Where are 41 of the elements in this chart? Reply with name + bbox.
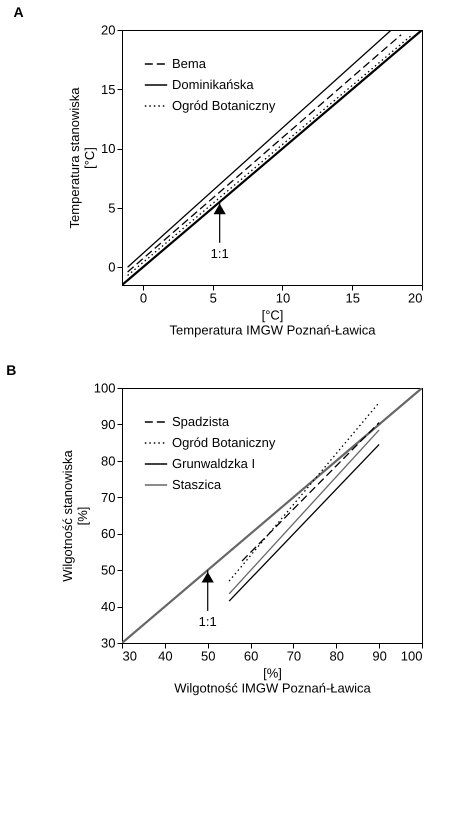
x-tick-label: 70 [286,648,302,664]
x-tick-label: 10 [276,290,290,306]
x-tick-label: 15 [346,290,360,306]
x-tick-label: 5 [210,290,217,306]
y-axis-title: Wilgotność stanowiska [%] [60,449,90,582]
y-tick-label: 90 [101,416,116,432]
y-tick-label: 5 [108,200,116,216]
y-tick-label: 20 [101,22,116,38]
legend-label: Grunwaldzka I [172,456,256,471]
x-axis-title: [%] Wilgotność IMGW Poznań-Ławica [174,666,372,696]
legend-label: Ogród Botaniczny [172,435,276,450]
x-tick-label: 40 [158,648,173,664]
x-tick-label: 30 [122,648,137,664]
y-tick-label: 60 [101,526,116,542]
y-tick-label: 50 [101,562,116,578]
y-tick-label: 100 [94,380,116,396]
y-axis-title: Temperatura stanowiska [°C] [67,86,98,228]
annotation: 1:1 [210,246,229,261]
x-tick-label: 60 [244,648,258,664]
x-tick-label: 100 [400,648,422,664]
annotation: 1:1 [198,614,217,630]
legend-label: Staszica [172,477,222,492]
y-tick-label: 40 [101,599,116,614]
y-tick-label: 15 [101,82,116,97]
legend-label: Spadzista [172,414,230,429]
legend-label: Dominikańska [172,77,254,92]
x-tick-label: 20 [408,290,422,306]
legend-label: Bema [172,56,207,71]
y-tick-label: 0 [108,260,116,275]
chart-title: A [14,4,24,20]
y-tick-label: 70 [101,490,116,505]
chart-title: B [6,362,16,378]
x-axis-title: [°C] Temperatura IMGW Poznań-Ławica [170,308,376,338]
y-tick-label: 30 [101,636,116,650]
x-tick-label: 50 [200,648,216,664]
x-tick-label: 90 [372,648,387,664]
x-tick-label: 0 [140,290,148,306]
x-tick-label: 80 [330,648,344,664]
legend-label: Ogród Botaniczny [172,98,276,113]
y-tick-label: 10 [101,141,116,156]
y-tick-label: 80 [101,453,116,468]
